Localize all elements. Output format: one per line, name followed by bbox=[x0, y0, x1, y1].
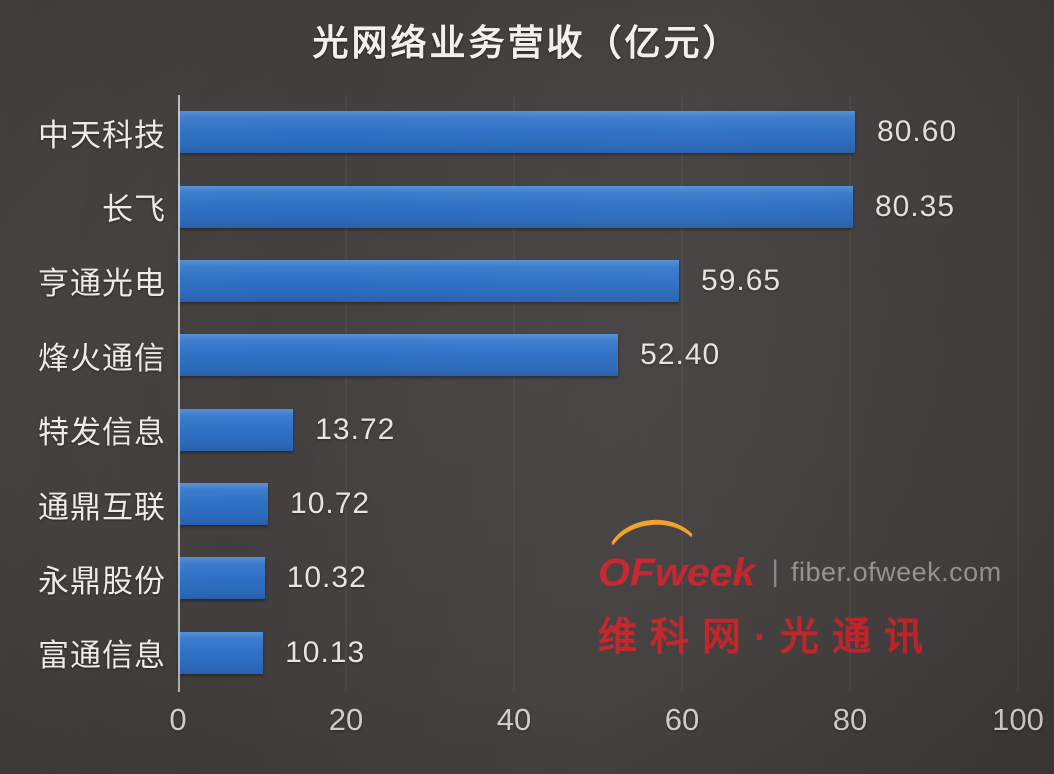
category-label: 烽火通信 bbox=[38, 340, 166, 376]
bar-row: 13.72 bbox=[178, 393, 1054, 467]
bar-row: 10.13 bbox=[178, 616, 1054, 690]
value-label: 80.60 bbox=[877, 115, 958, 149]
category-label: 永鼎股份 bbox=[38, 563, 166, 599]
bar-row: 52.40 bbox=[178, 318, 1054, 392]
x-tick-label: 100 bbox=[992, 702, 1044, 737]
y-axis-labels: 中天科技 长飞 亨通光电 烽火通信 特发信息 通鼎互联 永鼎股份 富通信息 bbox=[0, 95, 166, 690]
gridline-80 bbox=[849, 95, 851, 690]
bar-series: 80.60 80.35 59.65 52.40 13.72 10.72 10.3… bbox=[178, 95, 1054, 690]
bar bbox=[178, 259, 680, 302]
x-tick-label: 20 bbox=[328, 702, 364, 737]
gridline-40 bbox=[513, 95, 515, 690]
bar-row: 10.32 bbox=[178, 541, 1054, 615]
category-label: 亨通光电 bbox=[38, 266, 166, 302]
chart-title: 光网络业务营收（亿元） bbox=[312, 22, 742, 63]
value-label: 80.35 bbox=[874, 189, 956, 223]
value-label: 10.32 bbox=[286, 561, 367, 595]
bar bbox=[178, 483, 269, 526]
bar-row: 80.35 bbox=[178, 169, 1054, 243]
gridline-60 bbox=[681, 95, 683, 690]
category-label: 通鼎互联 bbox=[38, 489, 166, 525]
category-label: 富通信息 bbox=[38, 638, 166, 674]
bar bbox=[178, 557, 265, 600]
value-label: 13.72 bbox=[315, 412, 396, 446]
bar-row: 59.65 bbox=[178, 244, 1054, 318]
gridline-100 bbox=[1017, 95, 1019, 690]
y-axis-line bbox=[178, 95, 180, 692]
value-label: 10.72 bbox=[290, 487, 371, 521]
bar bbox=[178, 334, 619, 377]
bar-row: 80.60 bbox=[178, 95, 1054, 169]
value-label: 59.65 bbox=[701, 263, 782, 297]
plot-area bbox=[178, 95, 1019, 690]
category-label: 长飞 bbox=[102, 192, 166, 228]
bar bbox=[178, 111, 856, 154]
value-label: 52.40 bbox=[640, 338, 721, 372]
category-label: 特发信息 bbox=[38, 415, 166, 451]
bar bbox=[178, 408, 294, 451]
category-label: 中天科技 bbox=[38, 117, 166, 153]
value-label: 10.13 bbox=[285, 635, 366, 669]
x-tick-label: 80 bbox=[832, 702, 868, 737]
bar-row: 10.72 bbox=[178, 467, 1054, 541]
gridline-20 bbox=[345, 95, 347, 690]
bar bbox=[178, 185, 853, 228]
x-tick-label: 60 bbox=[664, 702, 700, 737]
x-axis: 0 20 40 60 80 100 bbox=[169, 702, 1043, 752]
bar bbox=[178, 631, 264, 674]
x-tick-label: 40 bbox=[496, 702, 532, 737]
x-tick-label: 0 bbox=[169, 702, 187, 737]
